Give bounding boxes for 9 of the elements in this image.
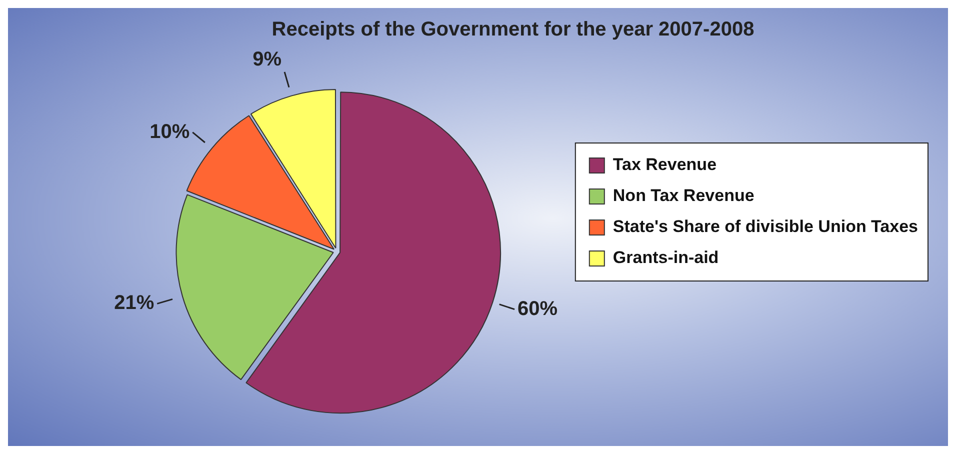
legend-label: Grants-in-aid <box>612 248 719 268</box>
legend-label: State's Share of divisible Union Taxes <box>612 217 918 236</box>
data-label: 9% <box>252 48 282 70</box>
data-label: 10% <box>150 120 190 143</box>
legend-label: Tax Revenue <box>612 155 717 174</box>
data-label: 60% <box>518 298 558 320</box>
data-label: 21% <box>114 292 154 314</box>
legend-label: Non Tax Revenue <box>612 186 754 206</box>
chart-title: Receipts of the Government for the year 2007-2008 <box>272 18 754 41</box>
